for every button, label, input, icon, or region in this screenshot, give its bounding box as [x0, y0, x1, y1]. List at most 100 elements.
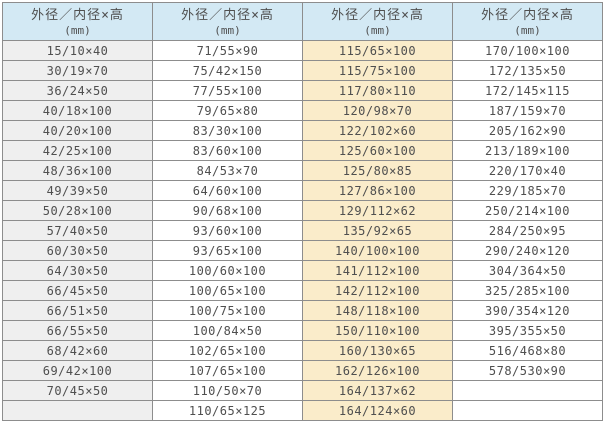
dimension-cell: 71/55×90: [152, 40, 303, 61]
dimension-cell: 70/45×50: [2, 380, 153, 401]
table-row: 40/18×100 79/65×80 120/98×70 187/159×70: [2, 100, 603, 121]
dimension-cell: 172/135×50: [452, 60, 603, 81]
column-header: 外径／内径×高 (mm): [452, 2, 603, 41]
dimension-cell: 102/65×100: [152, 340, 303, 361]
dimension-cell: 64/30×50: [2, 260, 153, 281]
dimension-cell: 115/75×100: [302, 60, 453, 81]
header-row: 外径／内径×高 (mm) 外径／内径×高 (mm) 外径／内径×高 (mm) 外径／内径×高…: [2, 2, 603, 41]
dimension-cell: 42/25×100: [2, 140, 153, 161]
column-header-title: 外径／内径×高: [481, 7, 574, 23]
dimension-cell: 40/18×100: [2, 100, 153, 121]
dimension-cell: 172/145×115: [452, 80, 603, 101]
column-header-unit: (mm): [364, 23, 391, 37]
dimension-cell: 125/60×100: [302, 140, 453, 161]
dimension-cell: 115/65×100: [302, 40, 453, 61]
table-row: 66/51×50 100/75×100 148/118×100 390/354×120: [2, 300, 603, 321]
dimension-cell: 142/112×100: [302, 280, 453, 301]
dimension-cell: 390/354×120: [452, 300, 603, 321]
dimension-cell: 100/84×50: [152, 320, 303, 341]
dimension-cell: 125/80×85: [302, 160, 453, 181]
dimension-cell: 213/189×100: [452, 140, 603, 161]
dimension-cell: 290/240×120: [452, 240, 603, 261]
dimension-cell: 84/53×70: [152, 160, 303, 181]
table-row: 36/24×50 77/55×100 117/80×110 172/145×115: [2, 80, 603, 101]
dimension-cell: 516/468×80: [452, 340, 603, 361]
dimension-cell: 160/130×65: [302, 340, 453, 361]
dimension-cell: 60/30×50: [2, 240, 153, 261]
column-header-title: 外径／内径×高: [181, 7, 274, 23]
dimension-cell: 135/92×65: [302, 220, 453, 241]
dimension-cell: 140/100×100: [302, 240, 453, 261]
column-header-unit: (mm): [514, 23, 541, 37]
dimension-cell: 100/65×100: [152, 280, 303, 301]
dimension-cell: 66/55×50: [2, 320, 153, 341]
dimension-cell: [2, 400, 153, 421]
dimension-cell: 250/214×100: [452, 200, 603, 221]
dimension-cell: 49/39×50: [2, 180, 153, 201]
dimension-cell: 48/36×100: [2, 160, 153, 181]
table-row: 69/42×100 107/65×100 162/126×100 578/530×90: [2, 360, 603, 381]
table-row: 42/25×100 83/60×100 125/60×100 213/189×100: [2, 140, 603, 161]
column-header: 外径／内径×高 (mm): [152, 2, 303, 41]
table-row: 110/65×125 164/124×60: [2, 400, 603, 421]
table-row: 60/30×50 93/65×100 140/100×100 290/240×120: [2, 240, 603, 261]
column-header: 外径／内径×高 (mm): [302, 2, 453, 41]
table-body: 15/10×40 71/55×90 115/65×100 170/100×100 30/…: [2, 40, 603, 421]
dimension-cell: 100/60×100: [152, 260, 303, 281]
dimension-cell: 122/102×60: [302, 120, 453, 141]
dimension-cell: 107/65×100: [152, 360, 303, 381]
table-head: 外径／内径×高 (mm) 外径／内径×高 (mm) 外径／内径×高 (mm) 外径／内径×高…: [2, 2, 603, 41]
dimension-cell: 69/42×100: [2, 360, 153, 381]
dimension-cell: 40/20×100: [2, 120, 153, 141]
dimension-cell: 220/170×40: [452, 160, 603, 181]
dimension-cell: 64/60×100: [152, 180, 303, 201]
dimension-cell: 75/42×150: [152, 60, 303, 81]
table-row: 66/45×50 100/65×100 142/112×100 325/285×100: [2, 280, 603, 301]
dimension-cell: 141/112×100: [302, 260, 453, 281]
table-row: 40/20×100 83/30×100 122/102×60 205/162×90: [2, 120, 603, 141]
dimension-cell: 77/55×100: [152, 80, 303, 101]
table-row: 66/55×50 100/84×50 150/110×100 395/355×50: [2, 320, 603, 341]
dimension-cell: 36/24×50: [2, 80, 153, 101]
table-row: 48/36×100 84/53×70 125/80×85 220/170×40: [2, 160, 603, 181]
table-row: 64/30×50 100/60×100 141/112×100 304/364×50: [2, 260, 603, 281]
dimension-cell: 162/126×100: [302, 360, 453, 381]
column-header-title: 外径／内径×高: [331, 7, 424, 23]
dimension-cell: 30/19×70: [2, 60, 153, 81]
dimension-cell: 284/250×95: [452, 220, 603, 241]
dimension-cell: 129/112×62: [302, 200, 453, 221]
table-row: 30/19×70 75/42×150 115/75×100 172/135×50: [2, 60, 603, 81]
dimension-cell: 164/124×60: [302, 400, 453, 421]
dimension-cell: 304/364×50: [452, 260, 603, 281]
dimension-cell: [452, 400, 603, 421]
dimension-cell: 164/137×62: [302, 380, 453, 401]
column-header: 外径／内径×高 (mm): [2, 2, 153, 41]
dimension-cell: 83/30×100: [152, 120, 303, 141]
dimension-spec-table: 外径／内径×高 (mm) 外径／内径×高 (mm) 外径／内径×高 (mm) 外径／内径×高…: [2, 2, 603, 421]
dimension-cell: 90/68×100: [152, 200, 303, 221]
dimension-cell: 57/40×50: [2, 220, 153, 241]
dimension-cell: 93/65×100: [152, 240, 303, 261]
column-header-title: 外径／内径×高: [31, 7, 124, 23]
table-row: 68/42×60 102/65×100 160/130×65 516/468×80: [2, 340, 603, 361]
table-row: 15/10×40 71/55×90 115/65×100 170/100×100: [2, 40, 603, 61]
dimension-cell: 83/60×100: [152, 140, 303, 161]
table-row: 50/28×100 90/68×100 129/112×62 250/214×100: [2, 200, 603, 221]
dimension-cell: 100/75×100: [152, 300, 303, 321]
dimension-cell: 50/28×100: [2, 200, 153, 221]
dimension-cell: 15/10×40: [2, 40, 153, 61]
column-header-unit: (mm): [214, 23, 241, 37]
dimension-cell: 66/45×50: [2, 280, 153, 301]
dimension-cell: 229/185×70: [452, 180, 603, 201]
table-row: 57/40×50 93/60×100 135/92×65 284/250×95: [2, 220, 603, 241]
dimension-cell: 148/118×100: [302, 300, 453, 321]
dimension-cell: 110/50×70: [152, 380, 303, 401]
dimension-cell: 205/162×90: [452, 120, 603, 141]
dimension-cell: 187/159×70: [452, 100, 603, 121]
dimension-cell: 68/42×60: [2, 340, 153, 361]
dimension-cell: [452, 380, 603, 401]
column-header-unit: (mm): [64, 23, 91, 37]
table-row: 70/45×50 110/50×70 164/137×62: [2, 380, 603, 401]
dimension-cell: 66/51×50: [2, 300, 153, 321]
